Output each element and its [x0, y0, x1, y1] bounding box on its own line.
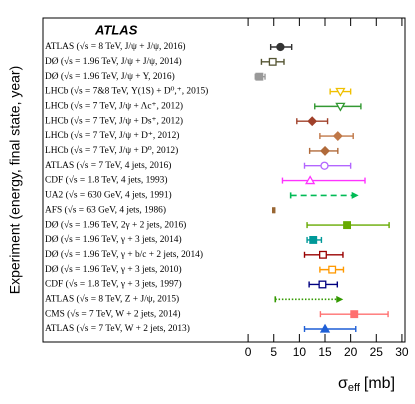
- marker: [318, 280, 327, 289]
- marker: [320, 145, 330, 156]
- row-label: CMS (√s = 7 TeV, W + 2 jets, 2014): [45, 308, 180, 319]
- chart-title: ATLAS: [94, 22, 138, 37]
- plot-frame: [42, 17, 406, 343]
- x-label-unit: [mb]: [364, 375, 395, 392]
- marker: [272, 207, 275, 214]
- row-label: ATLAS (√s = 7 TeV, 4 jets, 2016): [45, 160, 171, 171]
- x-label-subscript: eff: [348, 382, 361, 394]
- row-label: DØ (√s = 1.96 TeV, J/ψ + Υ, 2016): [45, 71, 175, 82]
- marker: [335, 102, 346, 112]
- y-axis-label: Experiment (energy, final state, year): [7, 66, 23, 295]
- x-label-symbol: σ: [338, 375, 348, 392]
- limit-arrow: [351, 191, 359, 199]
- x-axis-label: σeff [mb]: [338, 375, 395, 394]
- row-label: CDF (√s = 1.8 TeV, γ + 3 jets, 1997): [45, 279, 182, 290]
- row-label: DØ (√s = 1.96 TeV, 2γ + 2 jets, 2016): [45, 219, 186, 230]
- x-tick-label: 10: [293, 345, 307, 359]
- limit-arrow: [336, 295, 344, 303]
- marker: [307, 116, 318, 127]
- row-label: LHCb (√s = 7&8 TeV, Υ(1S) + D⁰,⁺, 2015): [45, 86, 208, 97]
- x-tick-label: 25: [370, 345, 384, 359]
- row-label: LHCb (√s = 7 TeV, J/ψ + Λc⁺, 2012): [45, 101, 183, 112]
- marker: [350, 310, 359, 319]
- marker: [328, 265, 337, 274]
- row-label: ATLAS (√s = 8 TeV, J/ψ + J/ψ, 2016): [45, 41, 186, 52]
- row-label: AFS (√s = 63 GeV, 4 jets, 1986): [45, 204, 166, 215]
- row-label: DØ (√s = 1.96 TeV, J/ψ + J/ψ, 2014): [45, 56, 182, 67]
- x-tick-label: 15: [318, 345, 332, 359]
- marker: [319, 323, 331, 333]
- row-label: UA2 (√s = 630 GeV, 4 jets, 1991): [45, 190, 172, 201]
- marker: [268, 57, 277, 66]
- x-tick-label: 30: [395, 345, 409, 359]
- marker: [309, 235, 318, 244]
- x-tick-label: 20: [344, 345, 358, 359]
- marker: [276, 42, 285, 52]
- marker: [320, 161, 329, 170]
- marker: [332, 131, 343, 141]
- row-label: LHCb (√s = 7 TeV, J/ψ + D⁺, 2012): [45, 130, 179, 141]
- x-tick-label: 5: [270, 345, 277, 359]
- row-label: CDF (√s = 1.8 TeV, 4 jets, 1993): [45, 175, 167, 186]
- marker: [305, 175, 316, 185]
- row-label: DØ (√s = 1.96 TeV, γ + b/c + 2 jets, 201…: [45, 249, 203, 260]
- marker: [255, 72, 264, 81]
- x-tick-label: 0: [245, 345, 252, 359]
- marker: [335, 87, 346, 97]
- row-label: LHCb (√s = 7 TeV, J/ψ + Ds⁺, 2012): [45, 115, 183, 126]
- row-label: ATLAS (√s = 7 TeV, W + 2 jets, 2013): [45, 323, 190, 334]
- marker: [343, 221, 352, 230]
- row-label: ATLAS (√s = 8 TeV, Z + J/ψ, 2015): [45, 293, 179, 304]
- row-label: DØ (√s = 1.96 TeV, γ + 3 jets, 2010): [45, 264, 182, 275]
- marker: [319, 250, 327, 259]
- row-label: LHCb (√s = 7 TeV, J/ψ + D⁰, 2012): [45, 145, 178, 156]
- row-label: DØ (√s = 1.96 TeV, γ + 3 jets, 2014): [45, 234, 182, 245]
